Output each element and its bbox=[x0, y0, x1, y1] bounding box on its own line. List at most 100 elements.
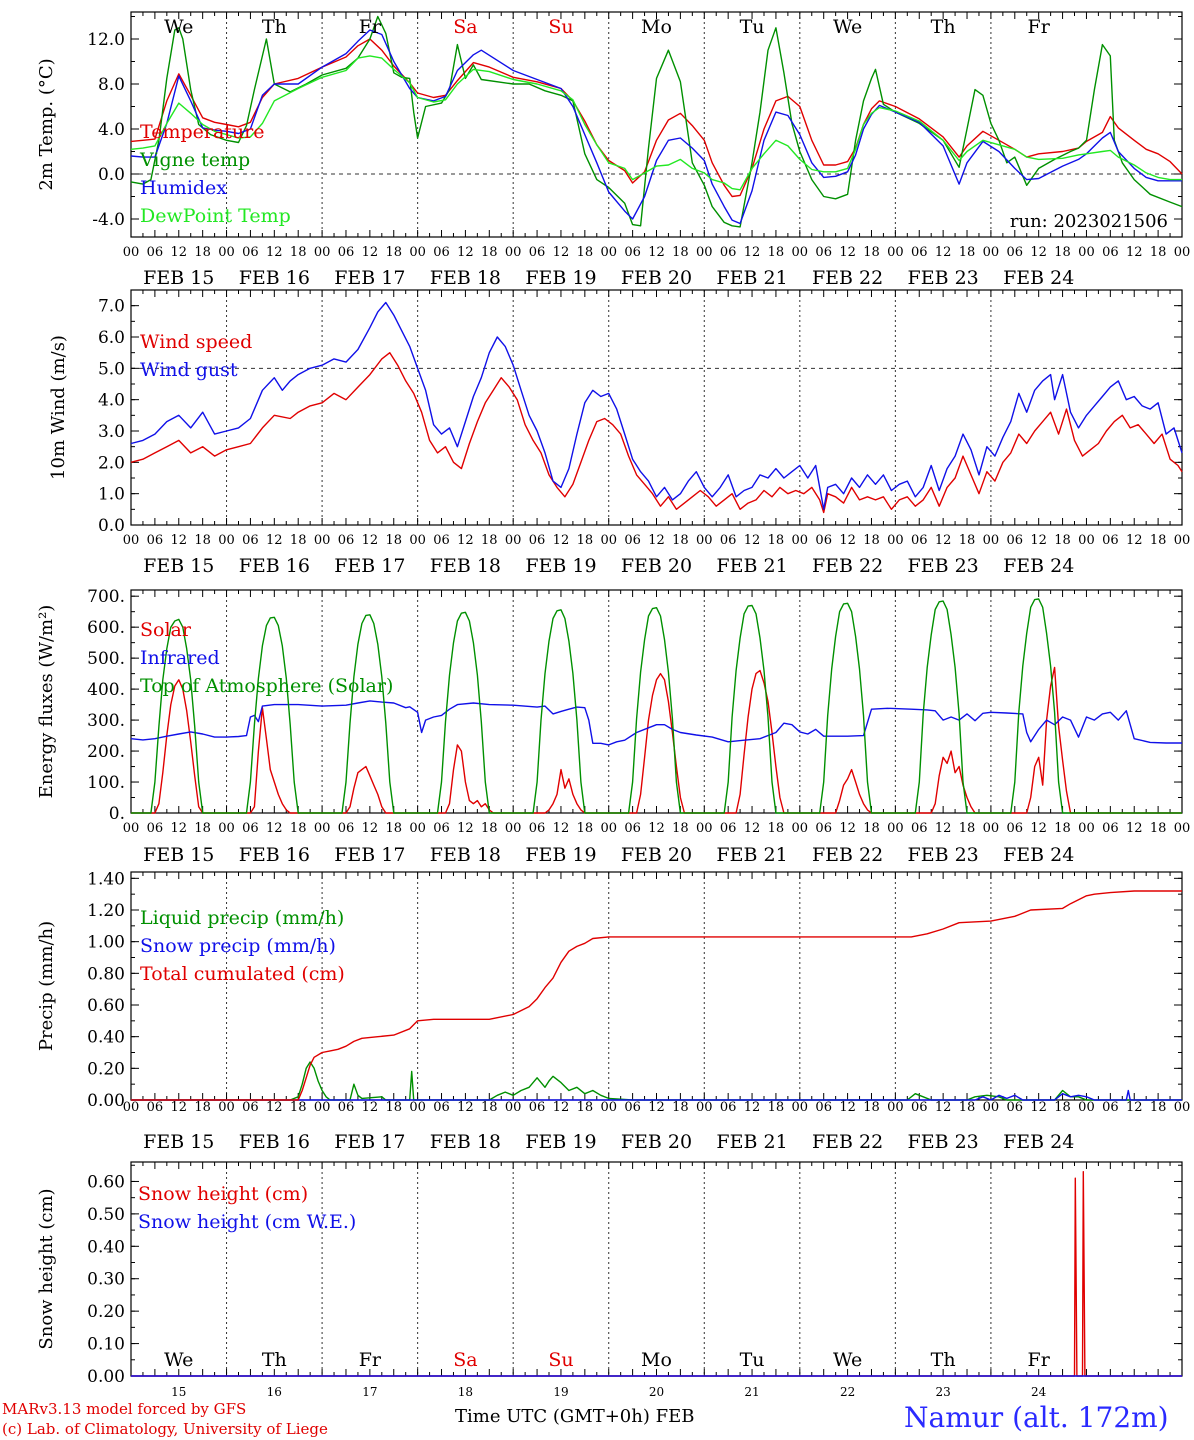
hour-tick-label: 18 bbox=[577, 1100, 594, 1115]
y-tick-label: 2.0 bbox=[98, 453, 125, 473]
hour-tick-label: 00 bbox=[792, 1100, 809, 1115]
hour-tick-label: 06 bbox=[815, 533, 832, 548]
hour-tick-label: 18 bbox=[290, 1100, 307, 1115]
panel-3 bbox=[130, 589, 1183, 814]
date-label: FEB 16 bbox=[239, 844, 310, 866]
hour-tick-label: 00 bbox=[1078, 245, 1095, 260]
hour-tick-label: 06 bbox=[1007, 533, 1024, 548]
hour-tick-label: 18 bbox=[385, 533, 402, 548]
y-tick-label: 400. bbox=[87, 680, 125, 700]
date-label: FEB 17 bbox=[334, 267, 405, 289]
y-tick-label: 200. bbox=[87, 742, 125, 762]
hour-tick-label: 00 bbox=[1174, 245, 1191, 260]
date-label: FEB 18 bbox=[430, 844, 501, 866]
hour-tick-label: 00 bbox=[409, 821, 426, 836]
hour-tick-label: 00 bbox=[505, 533, 522, 548]
hour-tick-label: 12 bbox=[266, 1100, 283, 1115]
panel-5 bbox=[130, 1161, 1183, 1377]
hour-tick-label: 12 bbox=[170, 533, 187, 548]
hour-tick-label: 12 bbox=[553, 533, 570, 548]
date-label: FEB 20 bbox=[621, 844, 692, 866]
hour-tick-label: 00 bbox=[792, 821, 809, 836]
weekday-label: Su bbox=[548, 16, 573, 38]
hour-tick-label: 12 bbox=[935, 245, 952, 260]
hour-tick-label: 18 bbox=[768, 533, 785, 548]
legend-entry: Temperature bbox=[140, 121, 264, 143]
hour-tick-label: 18 bbox=[481, 1100, 498, 1115]
date-label: FEB 21 bbox=[716, 267, 787, 289]
weekday-label: We bbox=[833, 1349, 862, 1371]
panel-2 bbox=[130, 289, 1183, 526]
hour-tick-label: 18 bbox=[481, 821, 498, 836]
location-label: Namur (alt. 172m) bbox=[904, 1401, 1169, 1434]
hour-tick-label: 06 bbox=[624, 821, 641, 836]
hour-tick-label: 06 bbox=[815, 245, 832, 260]
hour-tick-label: 00 bbox=[887, 245, 904, 260]
hour-tick-label: 00 bbox=[696, 821, 713, 836]
hour-tick-label: 06 bbox=[911, 533, 928, 548]
y-tick-label: 0.20 bbox=[87, 1059, 125, 1079]
hour-tick-label: 12 bbox=[457, 821, 474, 836]
hour-tick-label: 06 bbox=[1102, 533, 1119, 548]
series-line-4-2 bbox=[131, 1089, 1182, 1101]
hour-tick-label: 06 bbox=[433, 821, 450, 836]
hour-tick-label: 00 bbox=[696, 533, 713, 548]
hour-tick-label: 00 bbox=[218, 821, 235, 836]
hour-tick-label: 12 bbox=[744, 533, 761, 548]
date-label: FEB 21 bbox=[716, 555, 787, 577]
y-tick-label: 0. bbox=[109, 804, 125, 824]
date-label: FEB 16 bbox=[239, 555, 310, 577]
hour-tick-label: 12 bbox=[1126, 533, 1143, 548]
weekday-label: We bbox=[164, 16, 193, 38]
legend-entry: Total cumulated (cm) bbox=[140, 963, 345, 985]
hour-tick-label: 06 bbox=[720, 821, 737, 836]
y-tick-label: 3.0 bbox=[98, 422, 125, 442]
day-number-label: 16 bbox=[267, 1385, 282, 1399]
hour-tick-label: 12 bbox=[457, 533, 474, 548]
hour-tick-label: 00 bbox=[123, 1100, 140, 1115]
hour-tick-label: 00 bbox=[1078, 1100, 1095, 1115]
weekday-label: Tu bbox=[740, 1349, 765, 1371]
hour-tick-label: 06 bbox=[529, 821, 546, 836]
weekday-label: Sa bbox=[453, 16, 477, 38]
date-label: FEB 17 bbox=[334, 1131, 405, 1153]
hour-tick-label: 00 bbox=[505, 245, 522, 260]
hour-tick-label: 06 bbox=[242, 533, 259, 548]
hour-tick-label: 12 bbox=[1126, 821, 1143, 836]
y-tick-label: 0.20 bbox=[87, 1302, 125, 1322]
hour-tick-label: 12 bbox=[935, 821, 952, 836]
hour-tick-label: 12 bbox=[839, 1100, 856, 1115]
hour-tick-label: 12 bbox=[170, 245, 187, 260]
hour-tick-label: 06 bbox=[815, 1100, 832, 1115]
hour-tick-label: 06 bbox=[624, 245, 641, 260]
hour-tick-label: 00 bbox=[314, 1100, 331, 1115]
y-tick-label: 0.0 bbox=[98, 516, 125, 536]
hour-tick-label: 00 bbox=[983, 533, 1000, 548]
hour-tick-label: 06 bbox=[720, 245, 737, 260]
hour-tick-label: 12 bbox=[457, 245, 474, 260]
legend-entry: Snow height (cm W.E.) bbox=[138, 1211, 356, 1233]
y-tick-label: 6.0 bbox=[98, 328, 125, 348]
hour-tick-label: 12 bbox=[553, 821, 570, 836]
y-tick-label: 1.40 bbox=[87, 869, 125, 889]
x-axis-month-label: FEB bbox=[655, 1406, 695, 1427]
y-tick-label: 12.0 bbox=[87, 30, 125, 50]
y-tick-label: 1.0 bbox=[98, 485, 125, 505]
legend-entry: Snow height (cm) bbox=[138, 1183, 308, 1205]
hour-tick-label: 12 bbox=[266, 821, 283, 836]
date-label: FEB 16 bbox=[239, 267, 310, 289]
y-tick-label: 0.40 bbox=[87, 1028, 125, 1048]
hour-tick-label: 18 bbox=[672, 1100, 689, 1115]
y-tick-label: 0.60 bbox=[87, 1172, 125, 1192]
hour-tick-label: 12 bbox=[935, 1100, 952, 1115]
y-tick-label: 1.20 bbox=[87, 901, 125, 921]
hour-tick-label: 12 bbox=[1030, 821, 1047, 836]
date-label: FEB 18 bbox=[430, 1131, 501, 1153]
hour-tick-label: 12 bbox=[839, 245, 856, 260]
hour-tick-label: 18 bbox=[1054, 821, 1071, 836]
hour-tick-label: 12 bbox=[1030, 245, 1047, 260]
y-tick-label: 700. bbox=[87, 587, 125, 607]
y-axis-label: 10m Wind (m/s) bbox=[48, 335, 69, 480]
weekday-label: We bbox=[833, 16, 862, 38]
